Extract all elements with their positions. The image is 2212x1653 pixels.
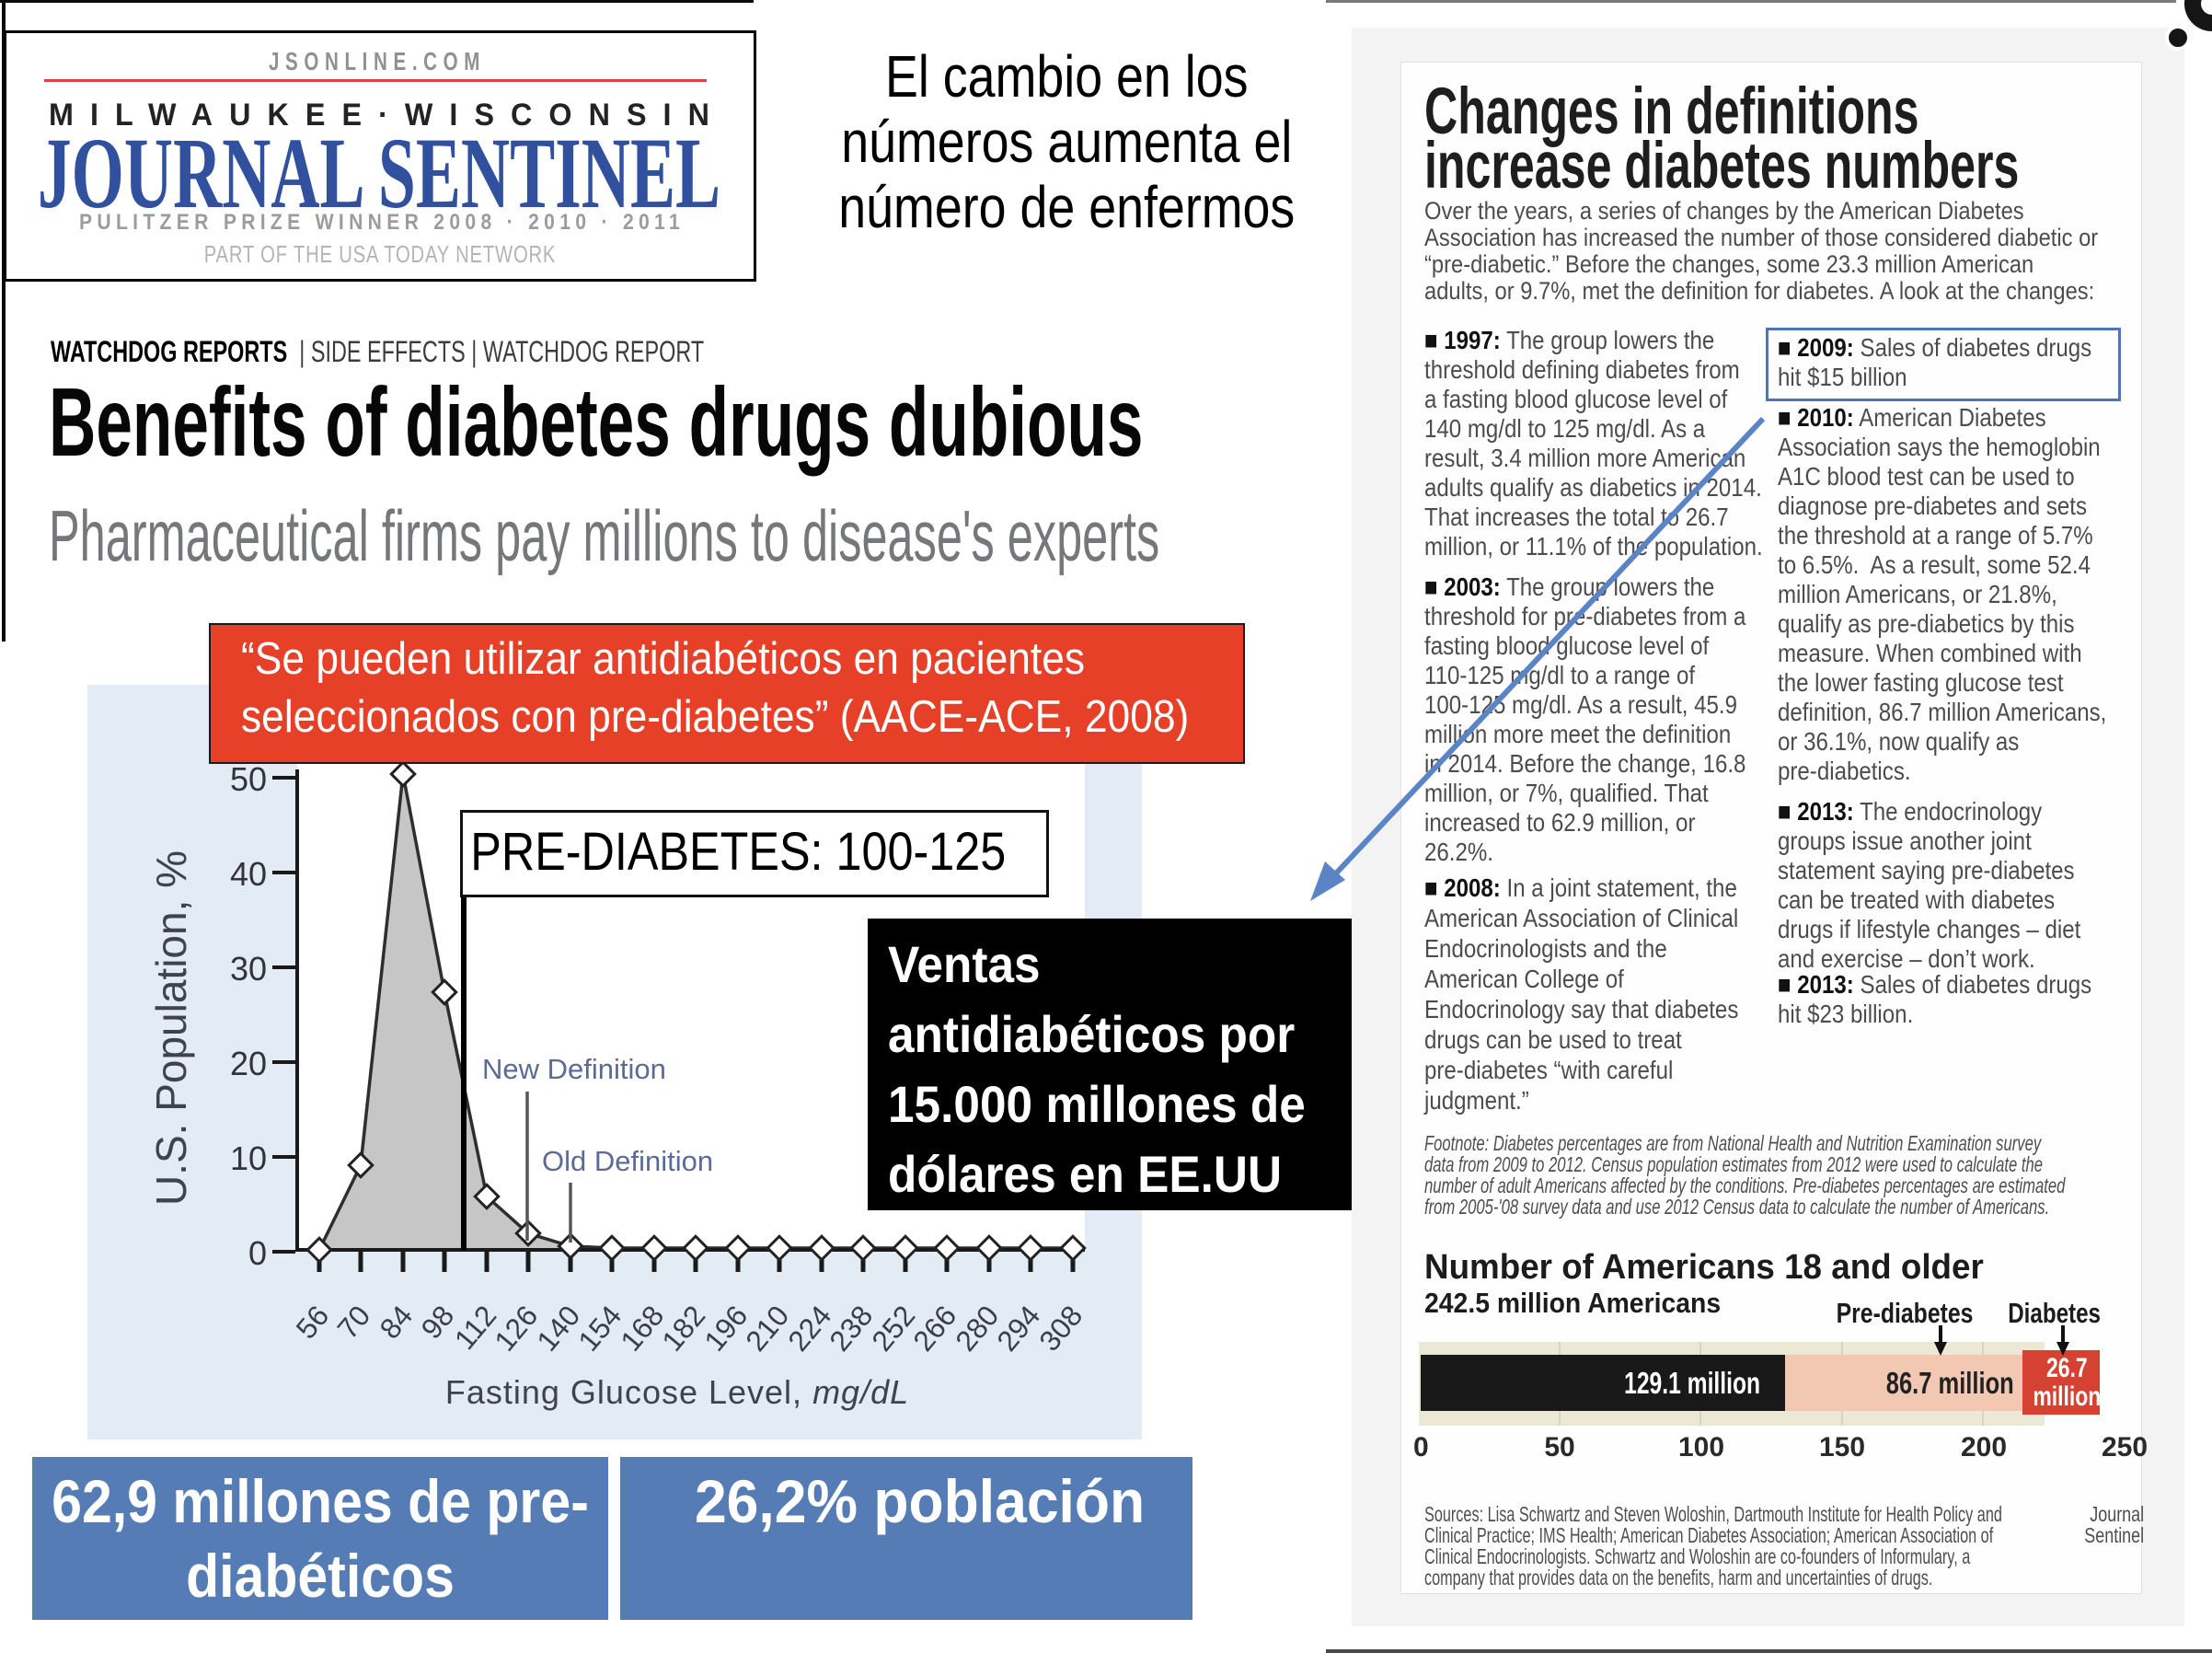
svg-text:Old Definition: Old Definition bbox=[542, 1145, 713, 1177]
svg-text:30: 30 bbox=[230, 950, 267, 988]
svg-text:56: 56 bbox=[289, 1299, 335, 1345]
svg-text:U.S. Population, %: U.S. Population, % bbox=[147, 850, 195, 1206]
svg-text:20: 20 bbox=[230, 1045, 267, 1082]
svg-text:40: 40 bbox=[230, 855, 267, 893]
svg-text:308: 308 bbox=[1032, 1299, 1089, 1357]
svg-text:50: 50 bbox=[230, 760, 267, 798]
svg-text:10: 10 bbox=[230, 1139, 267, 1177]
svg-text:84: 84 bbox=[373, 1299, 419, 1345]
svg-text:Fasting Glucose Level, mg/dL: Fasting Glucose Level, mg/dL bbox=[445, 1373, 909, 1411]
svg-text:New Definition: New Definition bbox=[482, 1053, 666, 1085]
svg-text:70: 70 bbox=[330, 1299, 376, 1345]
svg-text:0: 0 bbox=[248, 1234, 267, 1272]
